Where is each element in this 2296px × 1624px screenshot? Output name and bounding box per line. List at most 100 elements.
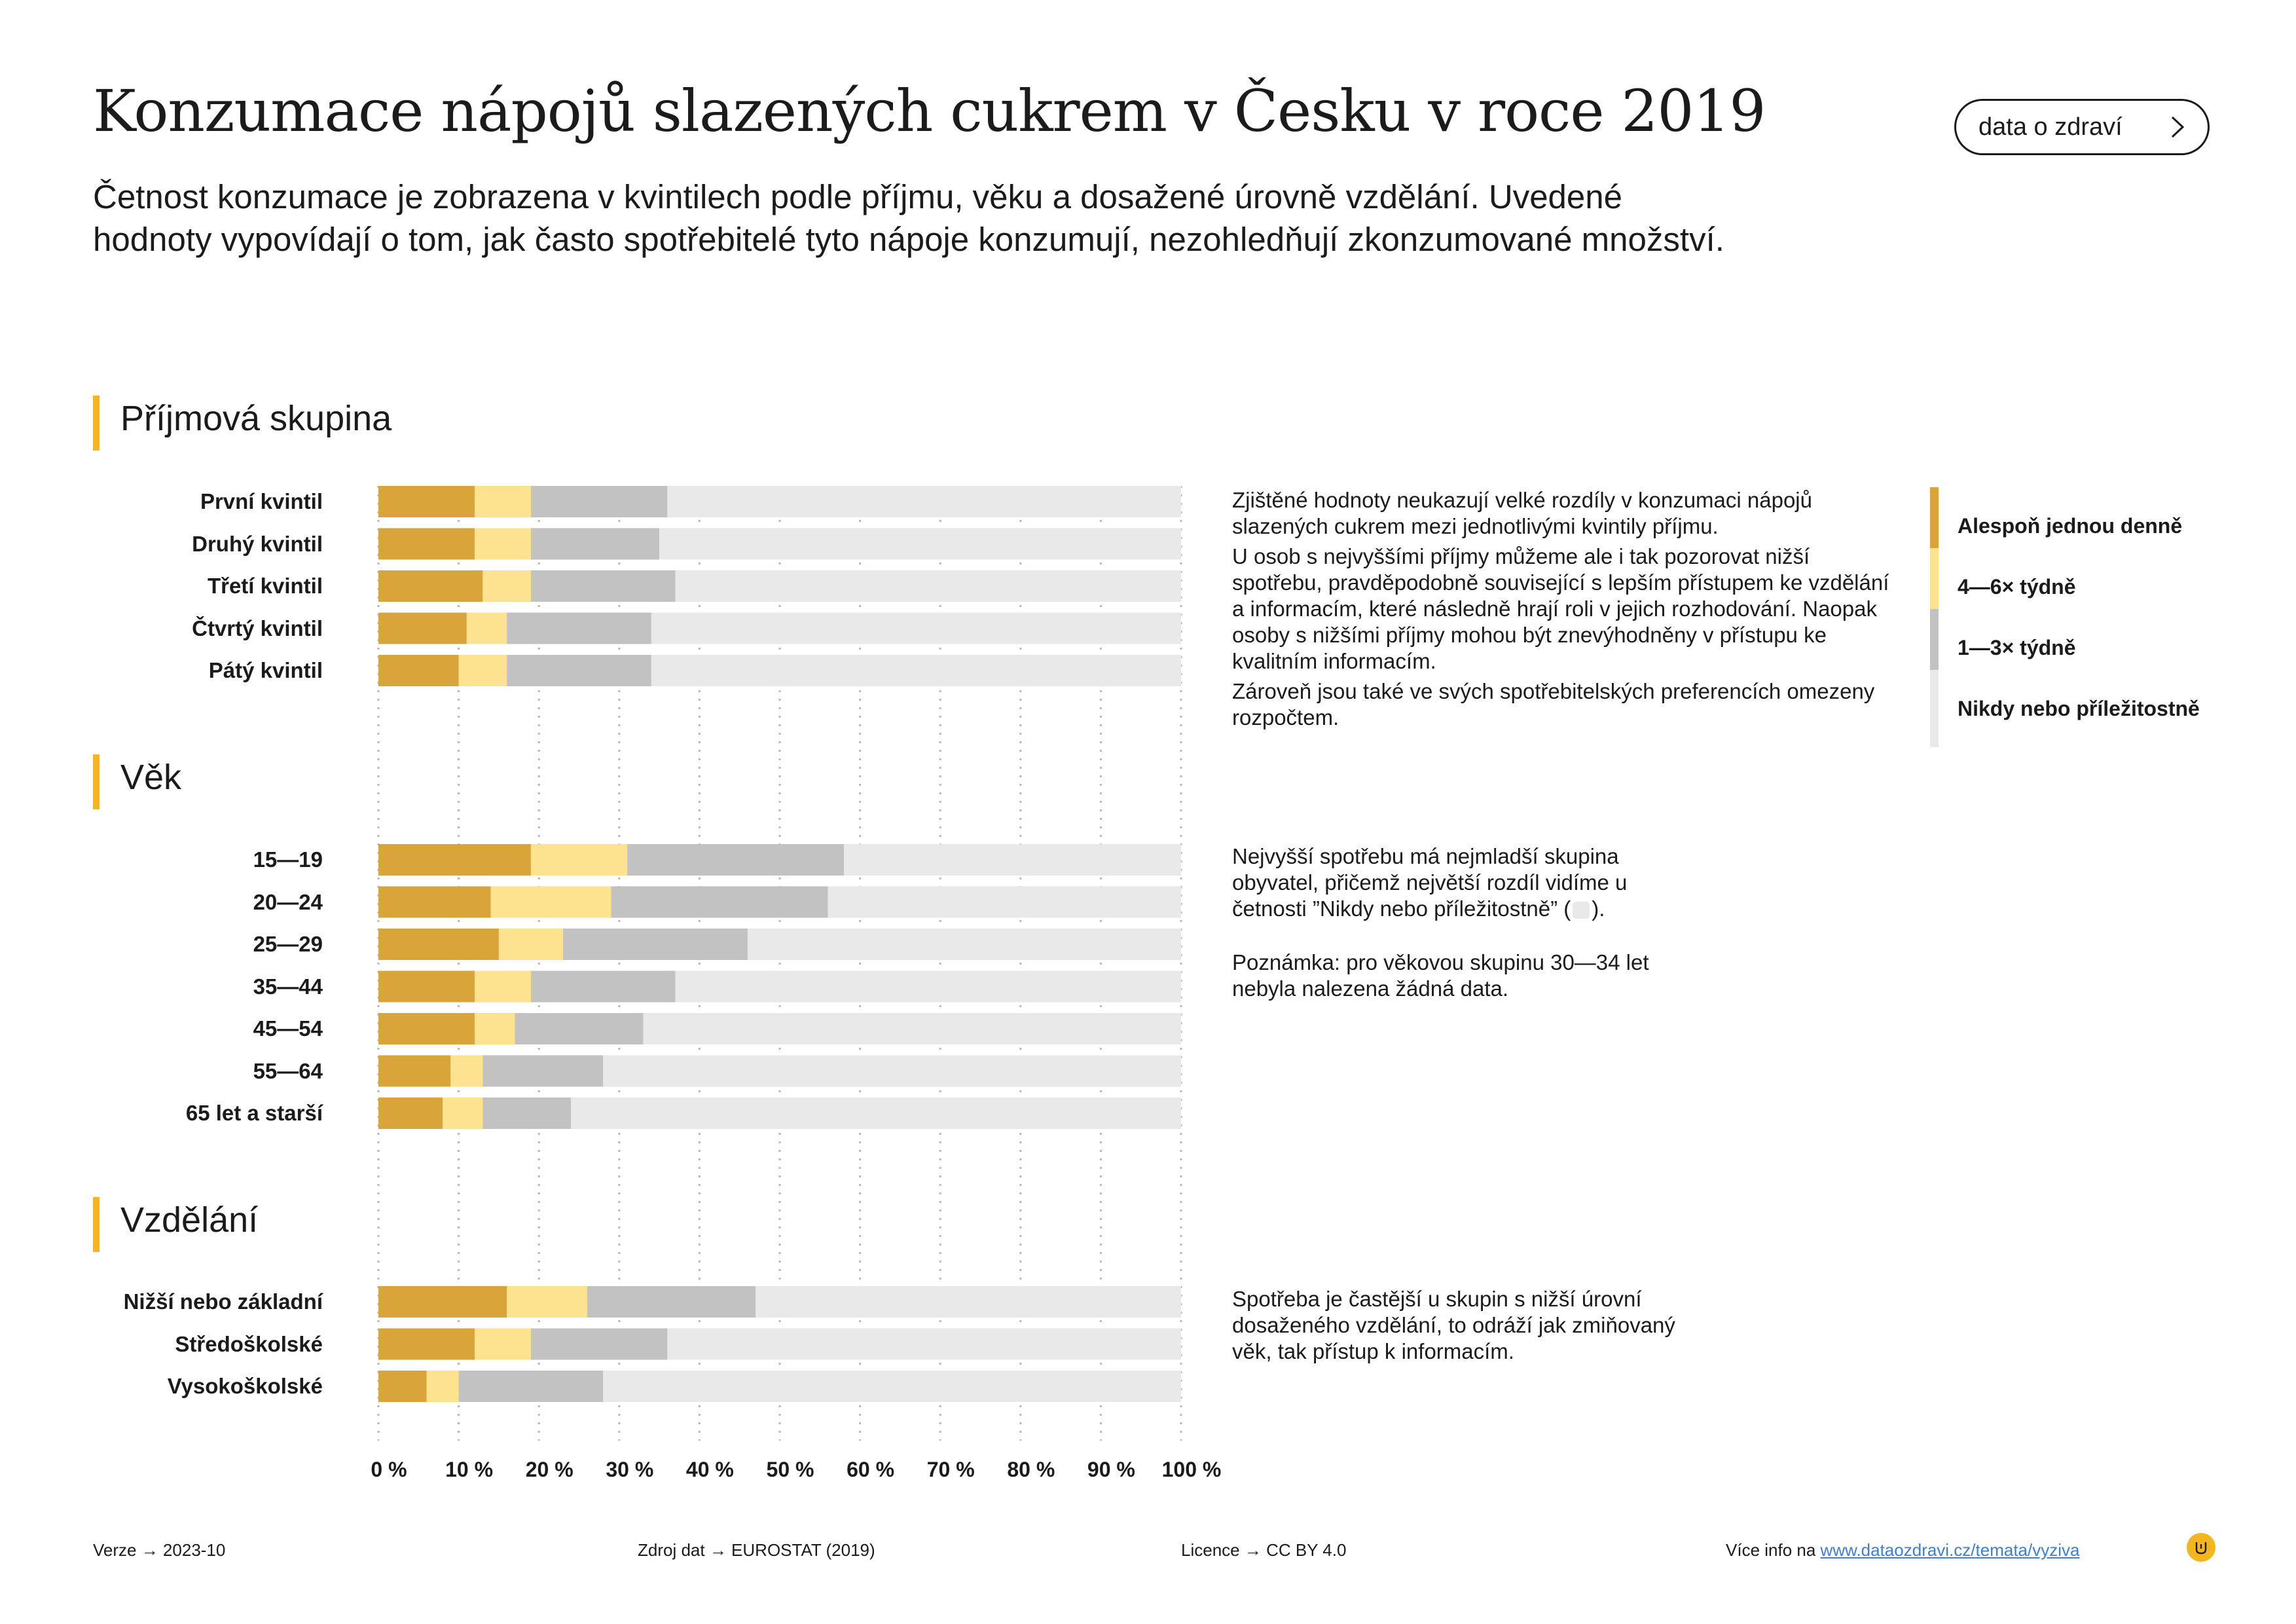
footer-more-info: Více info na www.dataozdravi.cz/temata/v… [1726,1540,2079,1560]
legend-label-1-3: 1—3× týdně [1958,635,2076,659]
footer-more-prefix: Více info na [1726,1540,1821,1560]
bar-segment-never [571,1098,1181,1129]
x-tick-label: 70 % [927,1458,975,1481]
bar-segment-4-6-weekly [475,486,531,517]
bar-segment-1-3-weekly [587,1286,756,1318]
category-label: Třetí kvintil [207,574,323,598]
page-subtitle: Četnost konzumace je zobrazena v kvintil… [93,178,1724,258]
bar-segment-1-3-weekly [627,844,845,876]
legend-label-4-6: 4—6× týdně [1958,574,2076,599]
note-education: Spotřeba je častější u skupin s nižší úr… [1232,1286,1704,1369]
bar-segment-1-3-weekly [530,486,668,517]
bar-segment-daily [378,1328,475,1360]
category-label: Středoškolské [175,1331,323,1356]
bar-segment-4-6-weekly [475,970,531,1003]
bar-segment-never [667,486,1181,517]
never-swatch-icon [1573,902,1590,919]
bar-segment-daily [378,1055,451,1087]
section-title-education: Vzdělání [120,1200,259,1240]
bar-segment-daily [378,528,475,560]
bar-segment-4-6-weekly [498,929,563,960]
note-age-p2: Poznámka: pro věkovou skupinu 30—34 let … [1232,950,1649,1001]
bar-segment-never [747,929,1181,960]
footer-more-link[interactable]: www.dataozdravi.cz/temata/vyziva [1820,1540,2080,1560]
x-tick-label: 60 % [847,1458,894,1481]
bar-segment-daily [378,1098,443,1129]
category-label: 15—19 [253,847,323,872]
bar-segment-1-3-weekly [507,655,651,686]
bar-segment-never [643,1013,1181,1044]
category-label: 35—44 [253,974,323,999]
bar-segment-4-6-weekly [507,1286,587,1318]
category-label: Druhý kvintil [192,531,323,556]
bar-segment-daily [378,844,531,876]
bar-segment-4-6-weekly [443,1098,483,1129]
category-label: 45—54 [253,1016,323,1041]
legend-swatch-never [1930,670,1939,747]
category-label: 25—29 [253,932,323,956]
category-label: První kvintil [200,489,323,513]
note-income-p2: U osob s nejvyššími příjmy můžeme ale i … [1232,544,1889,673]
x-tick-label: 50 % [767,1458,814,1481]
bar-segment-daily [378,655,459,686]
bar-segment-4-6-weekly [530,844,628,876]
bar-segment-1-3-weekly [530,570,676,602]
bar-segment-never [603,1055,1181,1087]
note-age-p1: Nejvyšší spotřebu má nejmladší skupina o… [1232,843,1704,922]
bar-segment-never [651,612,1181,644]
note-age: Nejvyšší spotřebu má nejmladší skupina o… [1232,843,1704,1006]
section-marker-age [93,754,100,809]
bar-segment-4-6-weekly [475,528,531,560]
x-tick-label: 90 % [1087,1458,1135,1481]
section-title-income: Příjmová skupina [120,399,392,438]
x-tick-label: 80 % [1007,1458,1055,1481]
section-marker-education [93,1197,100,1252]
bar-segment-never [651,655,1181,686]
bar-segment-never [659,528,1181,560]
note-income-p3: Zároveň jsou také ve svých spotřebitelsk… [1232,679,1875,729]
bar-segment-1-3-weekly [515,1013,644,1044]
brand-logo-icon [2187,1533,2215,1562]
page-title: Konzumace nápojů slazených cukrem v Česk… [93,77,1766,145]
bar-segment-never [828,886,1181,918]
category-label: Čtvrtý kvintil [192,616,323,640]
bar-segment-daily [378,970,475,1003]
legend-swatch-daily [1930,487,1939,564]
bar-segment-never [675,570,1181,602]
category-label: Pátý kvintil [208,658,323,682]
bar-segment-1-3-weekly [562,929,748,960]
bar-segment-daily [378,1371,427,1402]
bar-segment-4-6-weekly [426,1371,459,1402]
chevron-right-icon [2171,116,2185,138]
x-tick-label: 10 % [445,1458,493,1481]
section-title-age: Věk [120,758,182,797]
bar-segment-daily [378,612,467,644]
bar-segment-1-3-weekly [483,1098,572,1129]
bar-segment-never [667,1328,1181,1360]
legend-label-daily: Alespoň jednou denně [1958,513,2183,538]
footer-license: Licence → CC BY 4.0 [1181,1540,1347,1560]
bar-segment-1-3-weekly [483,1055,604,1087]
bar-segment-4-6-weekly [466,612,507,644]
data-o-zdravi-button[interactable]: data o zdraví [1954,99,2210,155]
bar-segment-daily [378,1286,507,1318]
category-label: Nižší nebo základní [123,1289,323,1314]
bar-segment-1-3-weekly [530,970,676,1003]
section-marker-income [93,396,100,451]
bar-segment-4-6-weekly [450,1055,483,1087]
category-label: 65 let a starší [185,1101,323,1125]
footer-source: Zdroj dat → EUROSTAT (2019) [638,1540,875,1560]
bar-segment-1-3-weekly [611,886,828,918]
bar-segment-1-3-weekly [530,528,660,560]
legend-label-never: Nikdy nebo příležitostně [1958,696,2200,720]
note-education-p1: Spotřeba je častější u skupin s nižší úr… [1232,1287,1675,1363]
bar-segment-never [603,1371,1181,1402]
x-tick-label: 40 % [686,1458,734,1481]
x-tick-label: 20 % [526,1458,574,1481]
bar-segment-never [844,844,1181,876]
x-tick-label: 100 % [1162,1458,1222,1481]
bar-segment-daily [378,486,475,517]
bar-segment-4-6-weekly [458,655,507,686]
bar-segment-daily [378,570,483,602]
